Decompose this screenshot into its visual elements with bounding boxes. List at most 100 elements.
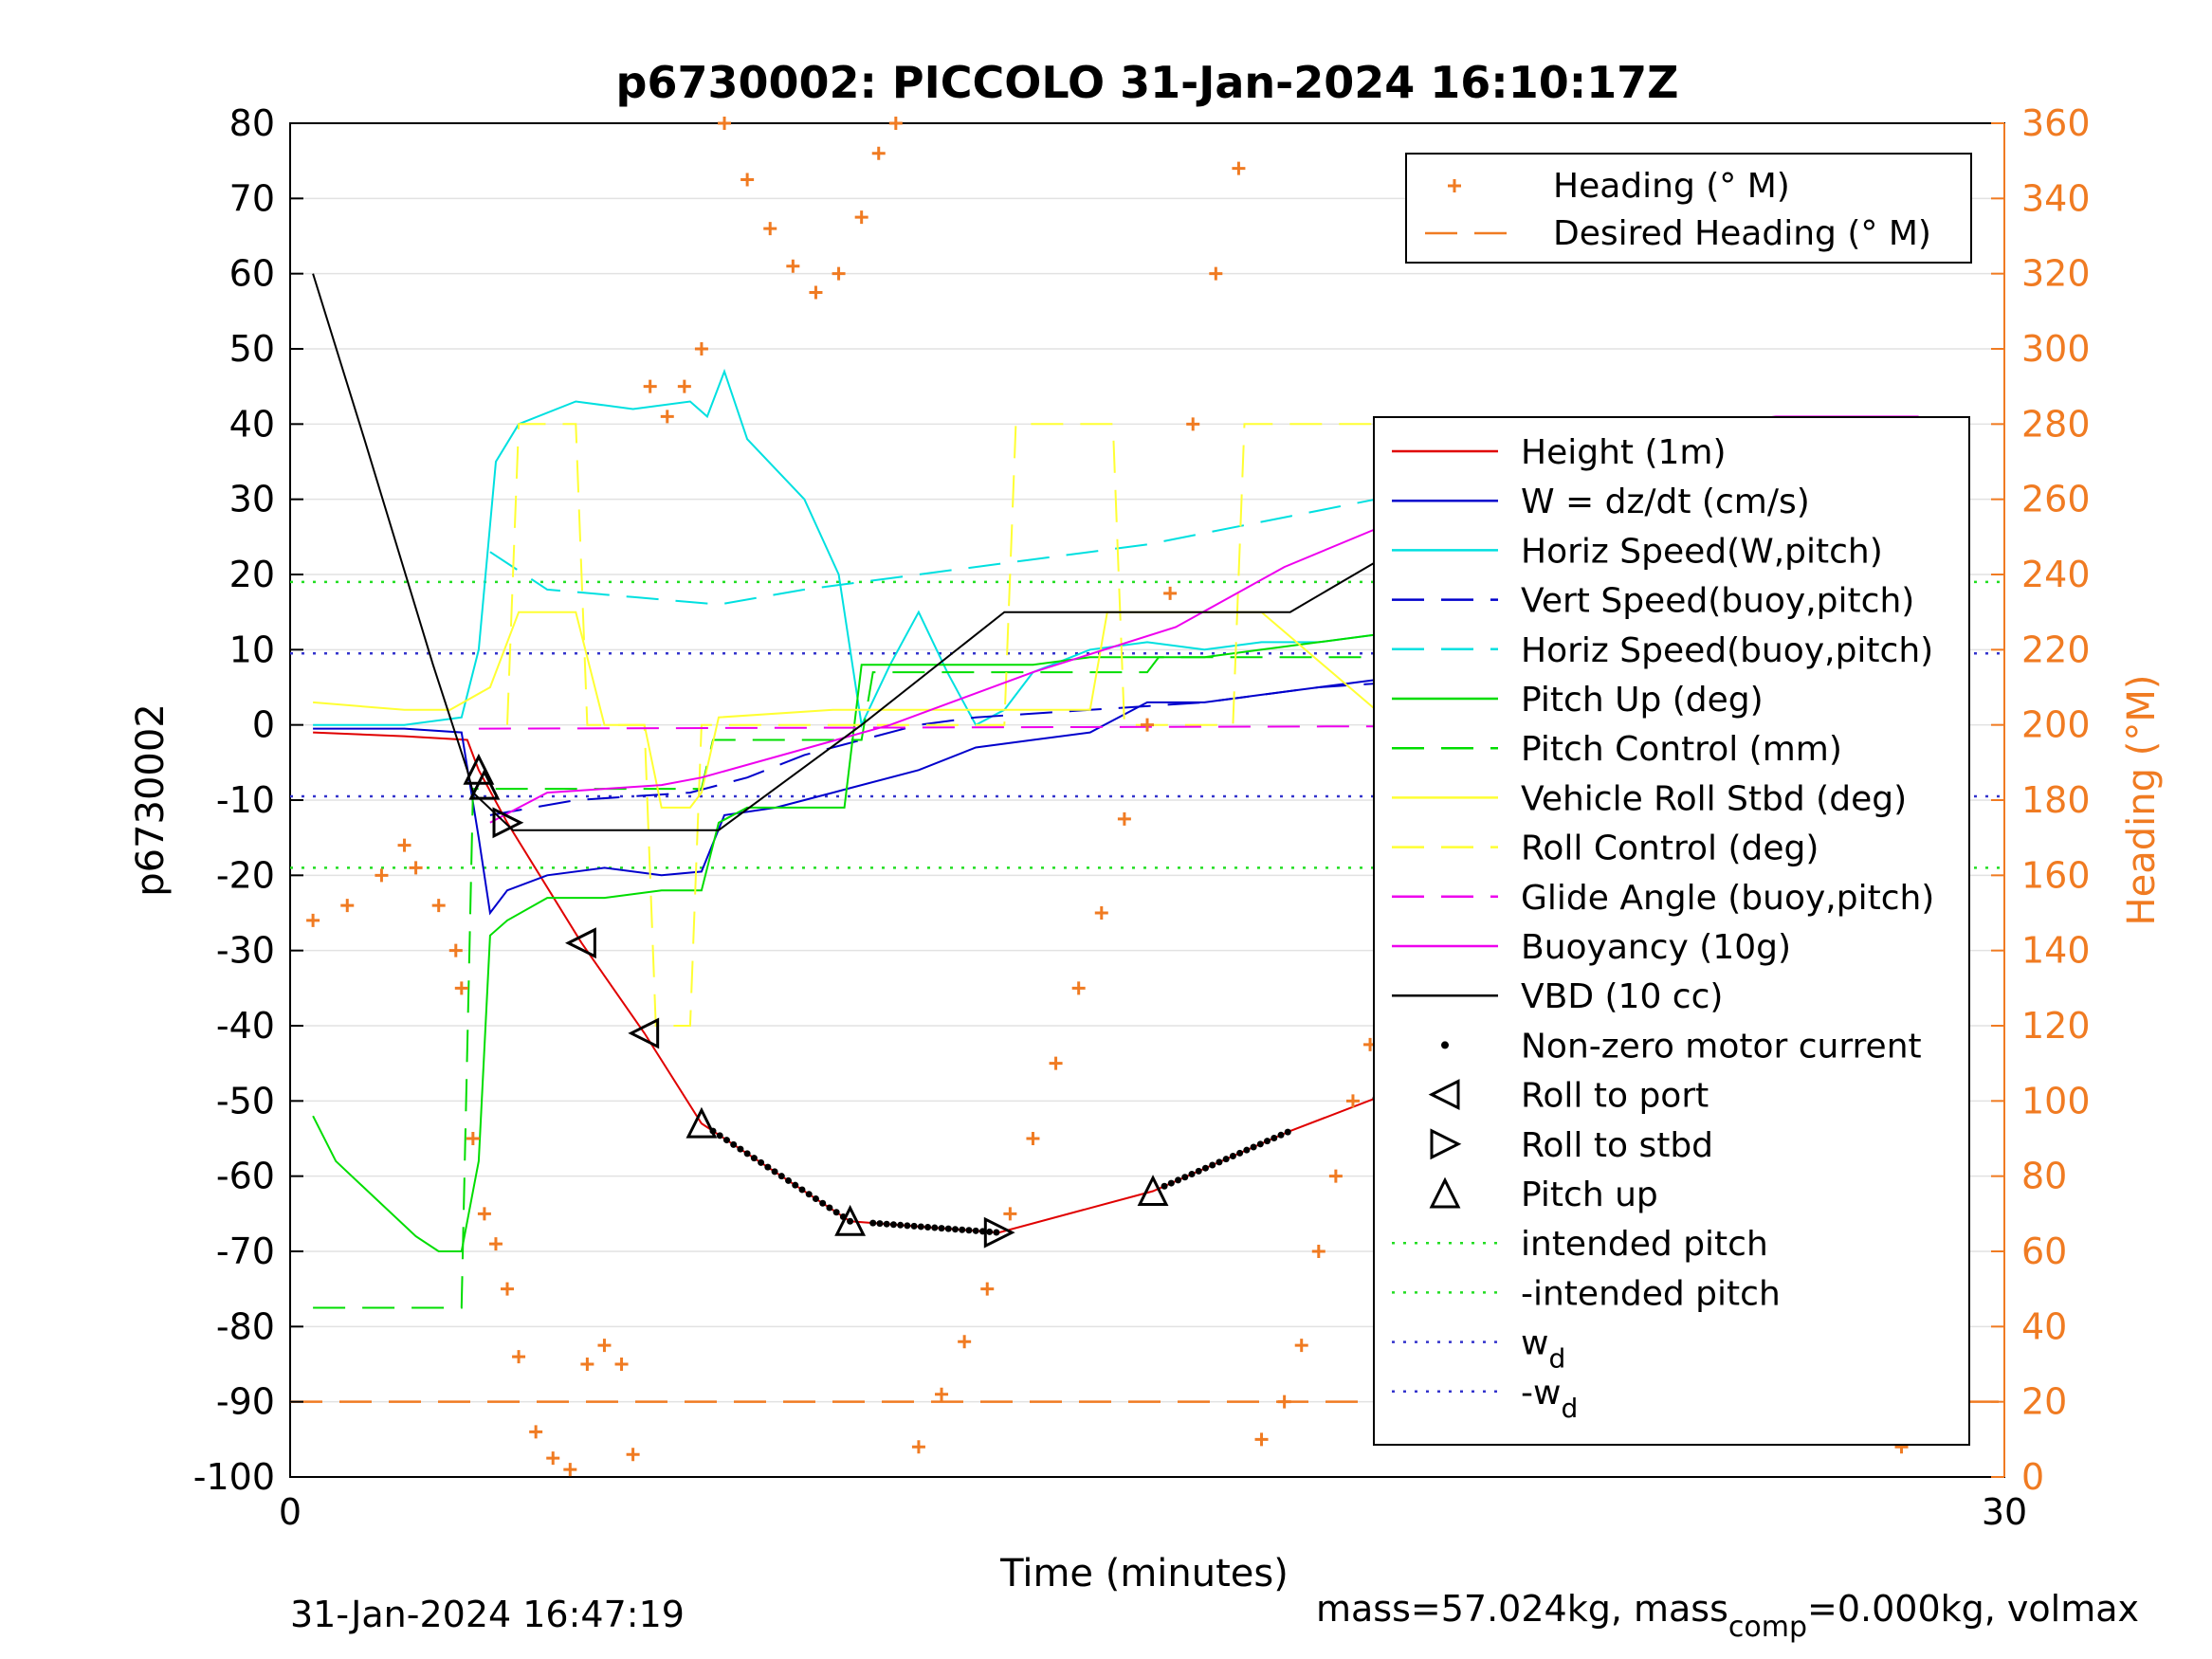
motor-current-dot — [917, 1223, 924, 1231]
heading-point — [1209, 266, 1223, 281]
heading-point — [512, 1350, 526, 1364]
legend-label: Roll to stbd — [1521, 1126, 1713, 1165]
heading-point — [409, 861, 423, 875]
y2-tick-label: 20 — [2021, 1381, 2067, 1423]
y-tick-label: -40 — [216, 1005, 275, 1047]
motor-current-dot — [986, 1228, 994, 1235]
y2-tick-label: 280 — [2021, 403, 2091, 445]
motor-current-dot — [785, 1176, 793, 1184]
pitch-up-marker — [834, 1204, 867, 1236]
legend-label: Non-zero motor current — [1521, 1027, 1922, 1066]
legend-label: Roll Control (deg) — [1521, 830, 1819, 868]
motor-current-dot — [883, 1220, 890, 1228]
motor-current-dot — [876, 1220, 884, 1228]
roll-to-port-marker — [628, 1017, 660, 1049]
motor-current-dot — [1243, 1146, 1251, 1154]
y-tick-label: -80 — [216, 1305, 275, 1347]
motor-current-dot — [931, 1224, 939, 1231]
heading-point — [643, 379, 657, 393]
motor-current-dot — [1271, 1134, 1278, 1141]
motor-current-dot — [938, 1225, 945, 1232]
motor-current-dot — [750, 1155, 758, 1162]
motor-current-dot — [910, 1222, 918, 1230]
legend-swatch-triangle — [1428, 1079, 1460, 1111]
heading-point — [466, 1132, 480, 1145]
legend-label: Roll to port — [1521, 1077, 1709, 1116]
motor-current-dot — [897, 1221, 905, 1229]
x-axis-label: Time (minutes) — [999, 1552, 1289, 1595]
motor-current-dot — [805, 1191, 813, 1198]
legend-label: -intended pitch — [1521, 1274, 1781, 1313]
heading-point — [911, 1440, 925, 1454]
heading-point — [375, 868, 389, 883]
motor-current-dot — [716, 1132, 723, 1139]
y2-tick-label: 300 — [2021, 328, 2091, 370]
motor-current-dot — [1175, 1176, 1182, 1184]
heading-point — [718, 117, 732, 130]
legend-swatch-triangle — [1429, 1176, 1461, 1209]
motor-current-dot — [1250, 1143, 1257, 1151]
heading-point — [1071, 981, 1086, 995]
y-tick-label: 10 — [229, 629, 275, 670]
y-tick-label: -90 — [216, 1381, 275, 1423]
y2-tick-label: 180 — [2021, 779, 2091, 821]
footer-timestamp: 31-Jan-2024 16:47:19 — [290, 1594, 685, 1635]
legend-heading-box — [1405, 153, 1972, 264]
motor-current-dot — [869, 1219, 877, 1227]
motor-current-dot — [1236, 1149, 1244, 1157]
heading-point — [1003, 1207, 1017, 1221]
legend-main: Height (1m) W = dz/dt (cm/s) Horiz Speed(W… — [1373, 416, 1970, 1446]
footer-mass-b: =0.000kg, volmax — [1807, 1588, 2139, 1630]
heading-point — [306, 913, 320, 927]
y-tick-label: -100 — [193, 1456, 275, 1498]
y-tick-label: -10 — [216, 779, 275, 821]
motor-current-dot — [792, 1181, 799, 1189]
motor-current-dot — [771, 1168, 778, 1176]
y2-tick-label: 160 — [2021, 854, 2091, 896]
legend-heading-label: Heading (° M) — [1553, 167, 1790, 206]
legend-heading-label: Desired Heading (° M) — [1553, 214, 1931, 253]
y2-tick-label: 120 — [2021, 1005, 2091, 1047]
heading-point — [614, 1358, 629, 1371]
footer-mass-a: mass=57.024kg, mass — [1316, 1588, 1728, 1630]
roll-to-stbd-marker — [983, 1216, 1015, 1249]
heading-point — [626, 1448, 640, 1462]
heading-point — [763, 222, 777, 236]
legend-swatch-triangle — [1430, 1128, 1462, 1160]
legend-label: Vehicle Roll Stbd (deg) — [1521, 779, 1907, 818]
heading-point — [1094, 906, 1108, 920]
legend-main-box — [1373, 416, 1970, 1446]
heading-point — [854, 210, 868, 225]
x-tick-label: 0 — [279, 1491, 302, 1533]
legend-label: Glide Angle (buoy,pitch) — [1521, 879, 1934, 918]
motor-current-dot — [904, 1222, 911, 1230]
heading-point — [501, 1282, 515, 1296]
motor-current-dot — [1167, 1179, 1175, 1187]
legend-heading-marker — [1448, 179, 1461, 192]
motor-current-dot — [826, 1204, 833, 1212]
heading-point — [488, 1237, 503, 1251]
motor-current-dot — [832, 1209, 840, 1216]
y-tick-label: -50 — [216, 1080, 275, 1121]
heading-point — [1345, 1094, 1360, 1108]
heading-point — [786, 259, 800, 273]
roll-to-stbd-marker — [492, 807, 524, 839]
motor-current-dot — [1181, 1174, 1189, 1181]
y2-tick-label: 0 — [2021, 1456, 2044, 1498]
footer-mass: mass=57.024kg, masscomp=0.000kg, volmax — [1316, 1588, 2139, 1644]
y2-tick-label: 100 — [2021, 1080, 2091, 1121]
motor-current-dot — [798, 1186, 806, 1194]
legend-label: Pitch Up (deg) — [1521, 681, 1764, 720]
heading-point — [740, 173, 755, 187]
heading-point — [1254, 1432, 1269, 1447]
heading-point — [563, 1463, 577, 1477]
y2-tick-label: 340 — [2021, 177, 2091, 219]
heading-point — [1163, 586, 1178, 600]
y2-tick-label: 80 — [2021, 1156, 2067, 1197]
motor-current-dot — [847, 1217, 854, 1225]
heading-point — [1311, 1245, 1325, 1258]
heading-point — [477, 1207, 491, 1221]
legend-label: Horiz Speed(W,pitch) — [1521, 532, 1883, 571]
motor-current-dot — [743, 1150, 751, 1158]
